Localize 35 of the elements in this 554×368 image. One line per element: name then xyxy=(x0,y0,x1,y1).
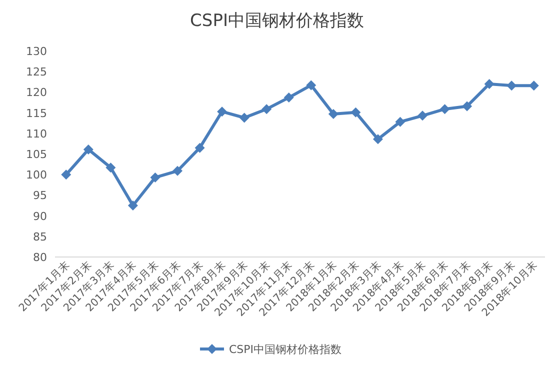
point xyxy=(262,104,272,114)
point xyxy=(350,107,361,118)
y-tick-label: 100 xyxy=(26,168,47,182)
point xyxy=(172,166,182,176)
point xyxy=(61,170,72,180)
y-tick-label: 95 xyxy=(33,189,47,202)
point xyxy=(284,92,294,103)
point xyxy=(440,104,450,114)
point xyxy=(83,144,94,154)
point xyxy=(306,80,316,90)
point xyxy=(484,78,494,89)
point xyxy=(239,112,250,123)
point xyxy=(506,80,517,91)
point xyxy=(150,172,160,182)
point xyxy=(128,200,138,210)
y-tick-label: 85 xyxy=(33,230,47,244)
y-tick-label: 130 xyxy=(26,45,47,58)
y-tick-label: 105 xyxy=(26,148,47,161)
point xyxy=(194,142,205,153)
y-tick-label: 115 xyxy=(26,106,47,120)
point xyxy=(217,106,228,117)
y-tick-label: 80 xyxy=(33,251,47,264)
point xyxy=(528,80,539,91)
y-tick-label: 90 xyxy=(33,210,47,223)
point xyxy=(462,101,472,112)
y-tick-label: 110 xyxy=(26,127,47,140)
y-tick-label: 120 xyxy=(26,86,47,100)
point xyxy=(395,116,406,127)
y-tick-label: 125 xyxy=(26,66,47,79)
point xyxy=(328,109,338,120)
chart-title: CSPI中国钢材价格指数 xyxy=(190,11,364,31)
legend-label: CSPI中国钢材价格指数 xyxy=(229,343,342,356)
point xyxy=(418,110,428,121)
point xyxy=(372,134,383,144)
point xyxy=(106,162,116,173)
